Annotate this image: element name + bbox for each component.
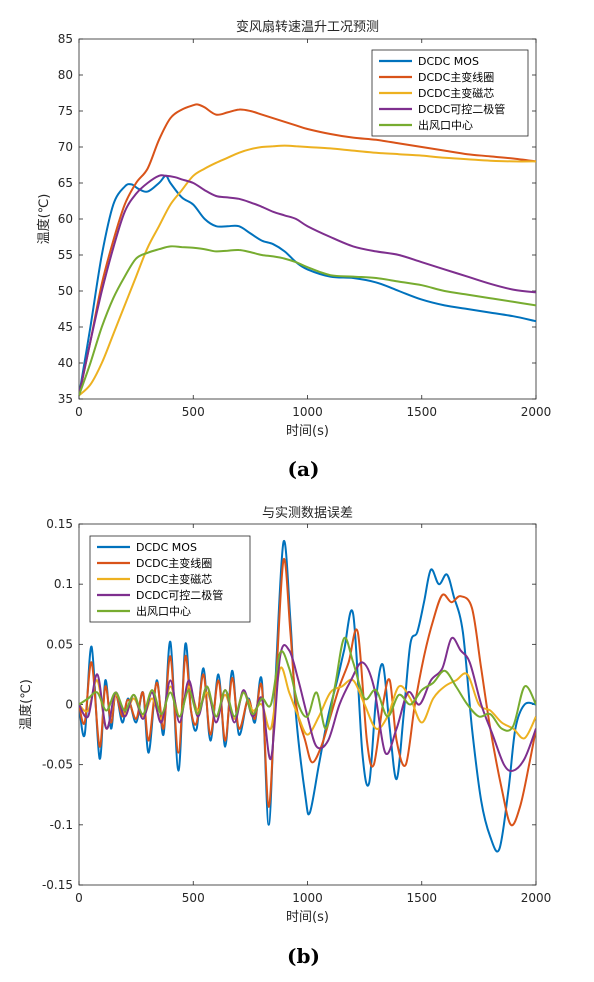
- legend-label-2: DCDC主变线圈: [136, 556, 212, 570]
- y-axis-label: 温度(℃): [36, 194, 52, 245]
- chart-a: 0 500 1000 1500 2000 35 40 45 50 55 60 65 70 75 80 85 变风…: [36, 19, 551, 481]
- x-tick-label: 500: [182, 405, 205, 419]
- legend-label-5: 出风口中心: [418, 118, 473, 132]
- legend-label-3: DCDC主变磁芯: [418, 86, 494, 100]
- x-tick-label: 1000: [292, 405, 323, 419]
- series-line-1: [79, 174, 536, 396]
- y-tick-label: 0.05: [46, 637, 73, 651]
- x-axis-label: 时间(s): [286, 910, 329, 925]
- series-line-4: [79, 174, 536, 396]
- y-tick-label: 85: [58, 32, 73, 46]
- x-axis-label: 时间(s): [286, 424, 329, 439]
- legend-label-5: 出风口中心: [136, 604, 191, 618]
- x-tick-label: 1500: [406, 405, 437, 419]
- series-line-5: [79, 636, 536, 732]
- legend-label-1: DCDC MOS: [418, 55, 479, 68]
- y-tick-label: 35: [58, 392, 73, 406]
- series-group: [79, 539, 536, 853]
- legend-label-2: DCDC主变线圈: [418, 70, 494, 84]
- legend-label-3: DCDC主变磁芯: [136, 572, 212, 586]
- y-tick-label: 70: [58, 140, 73, 154]
- y-tick-label: 60: [58, 212, 73, 226]
- chart-title: 与实测数据误差: [262, 506, 353, 521]
- y-tick-label: -0.15: [42, 878, 73, 892]
- y-axis-label: 温度(℃): [18, 679, 34, 730]
- figure-caption: (a): [288, 457, 320, 481]
- chart-title: 变风扇转速温升工况预测: [236, 19, 379, 35]
- x-tick-label: 0: [75, 891, 83, 905]
- x-tick-label: 1500: [406, 891, 437, 905]
- legend-label-1: DCDC MOS: [136, 541, 197, 554]
- y-tick-label: 0: [65, 698, 73, 712]
- x-tick-label: 500: [182, 891, 205, 905]
- figure-caption: (b): [287, 944, 320, 968]
- x-tick-label: 2000: [521, 405, 552, 419]
- y-tick-label: 80: [58, 68, 73, 82]
- series-line-5: [79, 245, 536, 396]
- x-tick-label: 2000: [521, 891, 552, 905]
- y-tick-label: 50: [58, 284, 73, 298]
- series-line-3: [79, 144, 536, 397]
- y-tick-label: 65: [58, 176, 73, 190]
- y-tick-label: 45: [58, 320, 73, 334]
- y-tick-label: 75: [58, 104, 73, 118]
- y-tick-label: -0.1: [50, 818, 73, 832]
- y-tick-label: 0.1: [54, 577, 73, 591]
- y-tick-label: -0.05: [42, 758, 73, 772]
- series-line-2: [79, 103, 536, 396]
- x-tick-label: 0: [75, 405, 83, 419]
- y-tick-label: 40: [58, 356, 73, 370]
- legend-label-4: DCDC可控二极管: [418, 102, 505, 116]
- y-tick-label: 0.15: [46, 517, 73, 531]
- legend-label-4: DCDC可控二极管: [136, 588, 223, 602]
- x-tick-label: 1000: [292, 891, 323, 905]
- y-tick-label: 55: [58, 248, 73, 262]
- series-group: [79, 103, 536, 397]
- chart-b: 0 500 1000 1500 2000 -0.15 -0.1 -0.05 0 0.05 0.1 0.…: [18, 506, 551, 968]
